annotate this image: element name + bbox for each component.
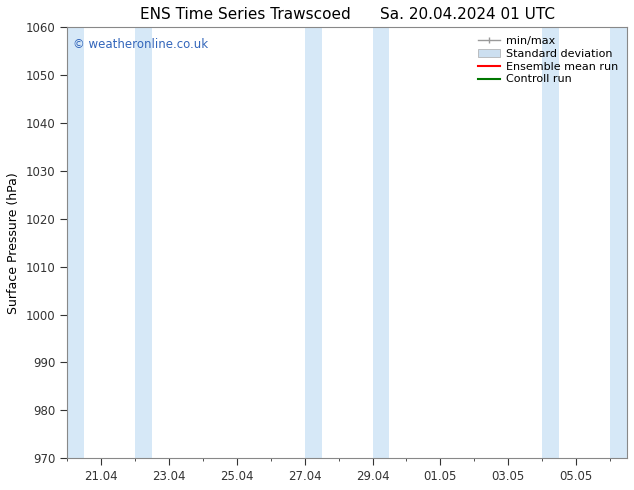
Bar (67, 27, 84, 458)
Bar (610, 27, 627, 458)
Bar (304, 27, 321, 458)
Bar (373, 27, 389, 458)
Y-axis label: Surface Pressure (hPa): Surface Pressure (hPa) (7, 172, 20, 314)
Legend: min/max, Standard deviation, Ensemble mean run, Controll run: min/max, Standard deviation, Ensemble me… (475, 33, 621, 88)
Text: © weatheronline.co.uk: © weatheronline.co.uk (73, 38, 208, 51)
Bar (542, 27, 559, 458)
Title: ENS Time Series Trawscoed      Sa. 20.04.2024 01 UTC: ENS Time Series Trawscoed Sa. 20.04.2024… (139, 7, 555, 22)
Bar (135, 27, 152, 458)
